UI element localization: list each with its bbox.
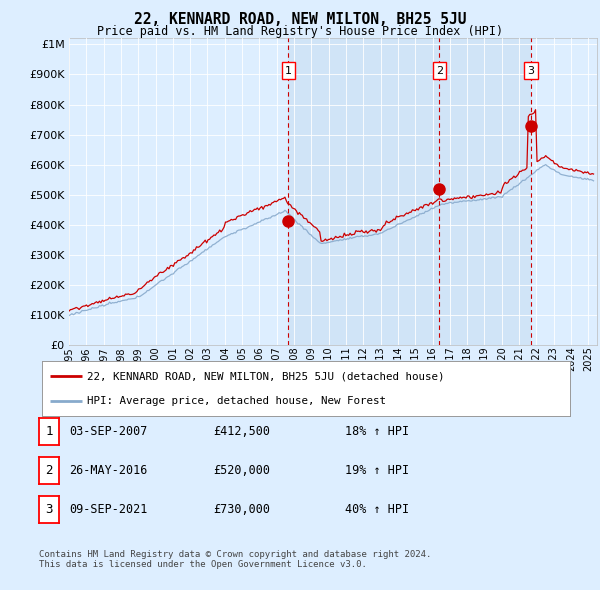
Text: 40% ↑ HPI: 40% ↑ HPI <box>345 503 409 516</box>
Text: 19% ↑ HPI: 19% ↑ HPI <box>345 464 409 477</box>
Text: 22, KENNARD ROAD, NEW MILTON, BH25 5JU: 22, KENNARD ROAD, NEW MILTON, BH25 5JU <box>134 12 466 27</box>
Text: 2: 2 <box>436 65 443 76</box>
Bar <box>289 38 530 345</box>
Text: Price paid vs. HM Land Registry's House Price Index (HPI): Price paid vs. HM Land Registry's House … <box>97 25 503 38</box>
Text: £520,000: £520,000 <box>213 464 270 477</box>
Text: 26-MAY-2016: 26-MAY-2016 <box>69 464 148 477</box>
Text: £730,000: £730,000 <box>213 503 270 516</box>
Text: 3: 3 <box>45 503 53 516</box>
Text: Contains HM Land Registry data © Crown copyright and database right 2024.
This d: Contains HM Land Registry data © Crown c… <box>39 550 431 569</box>
Text: 1: 1 <box>45 425 53 438</box>
Text: 1: 1 <box>285 65 292 76</box>
Text: HPI: Average price, detached house, New Forest: HPI: Average price, detached house, New … <box>87 395 386 405</box>
Text: 09-SEP-2021: 09-SEP-2021 <box>69 503 148 516</box>
Text: 03-SEP-2007: 03-SEP-2007 <box>69 425 148 438</box>
Text: 18% ↑ HPI: 18% ↑ HPI <box>345 425 409 438</box>
Text: 3: 3 <box>527 65 534 76</box>
Text: £412,500: £412,500 <box>213 425 270 438</box>
Text: 22, KENNARD ROAD, NEW MILTON, BH25 5JU (detached house): 22, KENNARD ROAD, NEW MILTON, BH25 5JU (… <box>87 372 445 382</box>
Text: 2: 2 <box>45 464 53 477</box>
